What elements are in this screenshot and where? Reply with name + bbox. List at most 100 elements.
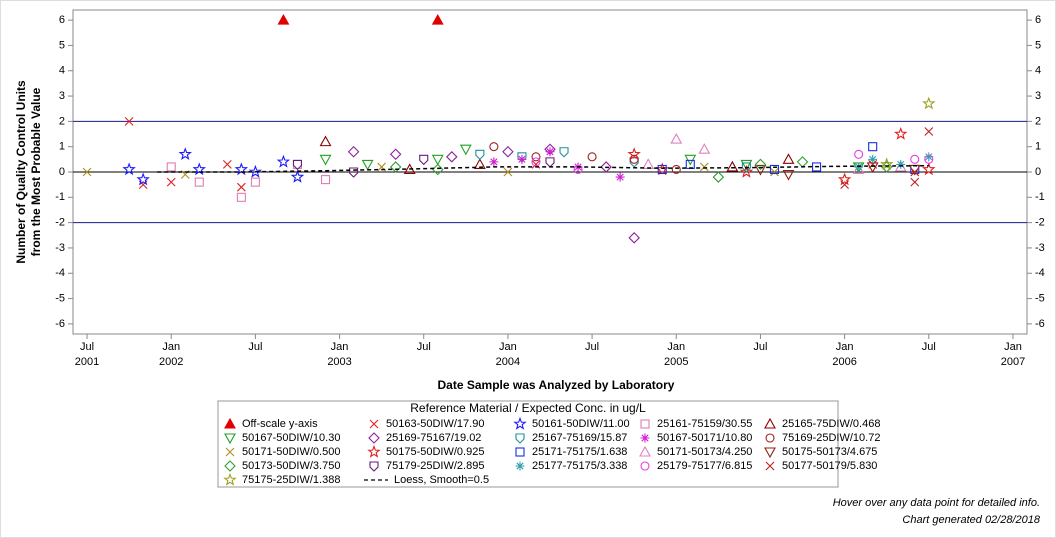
data-point <box>347 145 360 158</box>
data-point <box>531 157 541 167</box>
x-tick-label: Jul <box>417 341 431 353</box>
data-point <box>222 160 232 169</box>
data-point <box>924 154 934 164</box>
marker-shape <box>657 164 667 175</box>
marker-shape <box>726 160 739 172</box>
marker-shape <box>236 182 246 192</box>
data-point <box>910 177 920 187</box>
y-tick-label: 4 <box>59 65 65 77</box>
y-tick-label: 3 <box>59 90 65 102</box>
data-point <box>136 172 150 186</box>
data-point <box>712 171 725 183</box>
x-tick-label: Jan <box>162 341 180 353</box>
data-point <box>922 96 936 110</box>
data-point <box>166 177 176 187</box>
data-point <box>82 167 92 177</box>
marker-shape <box>224 417 236 429</box>
marker-shape <box>531 157 541 167</box>
marker-shape <box>290 169 305 183</box>
y-tick-label: -2 <box>55 217 65 229</box>
legend-symbol <box>515 447 525 457</box>
data-point <box>349 167 359 178</box>
legend-symbol <box>639 445 651 457</box>
legend-label: 50161-50DIW/11.00 <box>532 418 630 430</box>
marker-shape <box>459 144 472 156</box>
marker-shape <box>628 232 640 244</box>
y-tick-label: 6 <box>1035 14 1041 26</box>
marker-shape <box>82 167 92 177</box>
x-tick-year-label: 2002 <box>159 356 183 368</box>
data-point <box>545 147 555 157</box>
legend-symbol <box>640 419 650 429</box>
marker-shape <box>319 135 332 147</box>
data-point <box>670 132 683 144</box>
data-point <box>587 152 597 162</box>
data-point <box>671 164 681 175</box>
y-tick-label: 2 <box>1035 115 1041 127</box>
legend-symbol <box>225 447 235 457</box>
data-point <box>531 152 541 162</box>
marker-shape <box>248 164 263 178</box>
data-point <box>459 144 472 156</box>
y-tick-label: 4 <box>1035 65 1041 77</box>
legend-label: 25179-75177/6.815 <box>657 460 752 472</box>
legend-label: 25177-75175/3.338 <box>532 460 627 472</box>
data-point <box>754 158 767 171</box>
marker-shape <box>431 13 444 25</box>
data-point <box>754 164 767 176</box>
y-tick-label: -5 <box>1035 292 1045 304</box>
legend-label: 50163-50DIW/17.90 <box>386 418 484 430</box>
marker-shape <box>473 158 486 169</box>
x-tick-year-label: 2003 <box>327 356 351 368</box>
data-point <box>431 154 444 166</box>
marker-shape <box>489 157 499 167</box>
marker-shape <box>369 461 379 472</box>
legend-label: 50171-50DIW/0.500 <box>242 446 340 458</box>
data-point <box>770 167 779 177</box>
data-point <box>615 172 625 182</box>
marker-shape <box>369 419 379 429</box>
y-tick-label: 1 <box>59 141 65 153</box>
marker-shape <box>515 447 525 457</box>
legend-symbol <box>513 416 527 430</box>
marker-shape <box>837 172 852 186</box>
y-tick-label: -5 <box>55 292 65 304</box>
legend-symbol <box>515 461 525 471</box>
legend-symbol <box>224 460 236 472</box>
legend-label: 25165-75DIW/0.468 <box>782 418 880 430</box>
marker-shape <box>277 13 290 25</box>
marker-shape <box>640 419 650 429</box>
marker-shape <box>136 172 150 186</box>
data-point <box>236 192 246 202</box>
y-axis-title: from the Most Probable Value <box>29 87 43 256</box>
marker-shape <box>698 143 711 154</box>
data-point <box>166 162 176 172</box>
legend-label: 25167-75169/15.87 <box>532 432 627 444</box>
marker-shape <box>754 164 767 176</box>
marker-shape <box>446 151 458 163</box>
data-point <box>277 13 290 25</box>
marker-shape <box>419 154 429 166</box>
x-axis-title: Date Sample was Analyzed by Laboratory <box>438 378 675 392</box>
marker-shape <box>292 159 303 171</box>
marker-shape <box>367 444 381 458</box>
marker-shape <box>868 160 878 169</box>
marker-shape <box>671 164 681 175</box>
marker-shape <box>225 447 235 457</box>
marker-shape <box>922 162 936 176</box>
data-point <box>812 162 822 172</box>
legend-symbol <box>640 461 650 471</box>
marker-shape <box>765 433 775 443</box>
marker-shape <box>699 162 709 172</box>
data-point <box>629 154 639 164</box>
data-point <box>276 154 291 168</box>
marker-shape <box>320 175 331 185</box>
x-tick-year-label: 2004 <box>496 356 520 368</box>
marker-shape <box>782 153 795 164</box>
data-point <box>419 154 429 166</box>
data-point <box>924 127 934 136</box>
legend-title: Reference Material / Expected Conc. in u… <box>410 401 646 415</box>
marker-shape <box>166 162 176 172</box>
x-tick-year-label: 2001 <box>75 356 99 368</box>
y-tick-label: -2 <box>1035 217 1045 229</box>
